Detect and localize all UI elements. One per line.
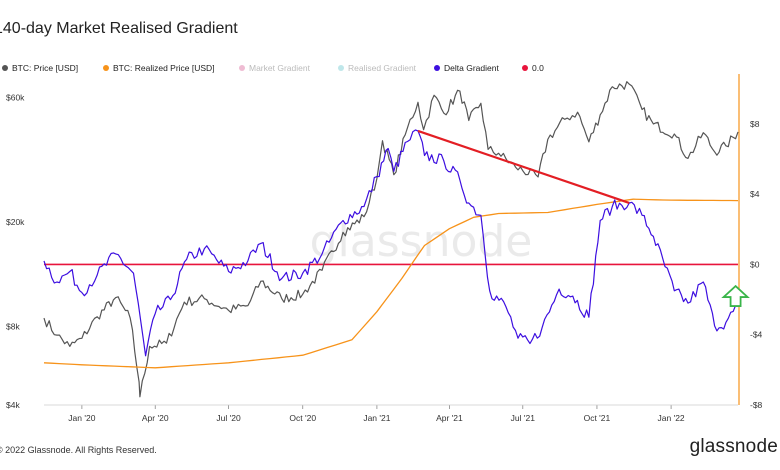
legend-label: Realised Gradient [348,63,417,73]
legend-item[interactable]: Realised Gradient [338,63,416,73]
y-right-tick-label: -$4 [750,330,763,340]
legend-item[interactable]: 0.0 [522,63,544,73]
y-left-tick-label: $4k [6,400,20,410]
x-tick-label: Apr '20 [142,413,169,423]
legend-color-dot [434,65,440,71]
y-right-tick-label: $4 [750,189,760,199]
legend-item[interactable]: Market Gradient [239,63,310,73]
y-right-tick-label: $0 [750,259,760,269]
x-tick-label: Oct '21 [584,413,611,423]
chart-title: 140-day Market Realised Gradient [0,20,238,37]
x-tick-label: Apr '21 [436,413,463,423]
legend-label: BTC: Realized Price [USD] [113,63,215,73]
delta-gradient-series-line [43,129,739,357]
up-arrow-annotation [721,284,750,307]
legend-item[interactable]: BTC: Price [USD] [2,63,78,73]
legend-label: BTC: Price [USD] [12,63,79,73]
legend-label: Delta Gradient [444,63,499,73]
x-tick-label: Jan '21 [363,413,390,423]
legend-color-dot [2,65,8,71]
y-left-tick-label: $60k [6,93,25,103]
y-right-tick-label: $8 [750,119,760,129]
x-tick-label: Jan '22 [658,413,685,423]
x-tick-label: Oct '20 [289,413,316,423]
legend-label: Market Gradient [249,63,310,73]
y-left-tick-label: $8k [6,321,20,331]
legend: BTC: Price [USD] BTC: Realized Price [USD… [0,63,780,77]
legend-color-dot [103,65,109,71]
legend-color-dot [239,65,245,71]
x-tick-label: Jan '20 [68,413,95,423]
x-tick-label: Jul '21 [511,413,536,423]
y-right-tick-label: -$8 [750,400,763,410]
y-left-tick-label: $20k [6,217,25,227]
trend-line-annotation [417,129,630,205]
legend-label: 0.0 [532,63,544,73]
copyright-text: © 2022 Glassnode. All Rights Reserved. [0,445,157,455]
legend-color-dot [338,65,344,71]
legend-item[interactable]: Delta Gradient [434,63,499,73]
brand-logo-text: glassnode [689,436,778,457]
legend-item[interactable]: BTC: Realized Price [USD] [103,63,215,73]
legend-color-dot [522,65,528,71]
watermark: glassnode [310,216,533,267]
x-tick-label: Jul '20 [216,413,241,423]
